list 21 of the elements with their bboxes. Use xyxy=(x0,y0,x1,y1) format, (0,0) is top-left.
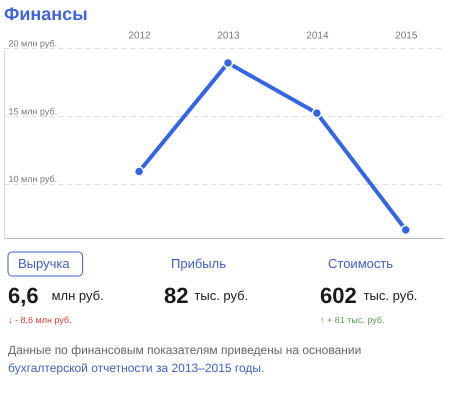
text: Стоимость xyxy=(328,256,394,271)
text: ↑ + 81 тыс. руб. xyxy=(320,315,385,325)
x-tick-label: 2012 xyxy=(128,30,152,42)
chart-title: Финансы xyxy=(4,4,88,24)
x-tick-label: 2014 xyxy=(306,30,329,42)
y-tick-label: 15 млн руб. xyxy=(8,106,58,116)
text: бухгалтерской отчетности за 2013–2015 годы. xyxy=(8,361,264,375)
x-tick-label: 2013 xyxy=(217,30,240,42)
text: млн руб. xyxy=(52,288,104,303)
text: 602 xyxy=(320,283,357,308)
text: тыс. руб. xyxy=(364,288,418,303)
x-tick-label: 2015 xyxy=(395,30,418,42)
text: 82 xyxy=(164,283,188,308)
y-tick-label: 10 млн руб. xyxy=(8,174,58,184)
y-tick-label: 20 млн руб. xyxy=(8,38,58,48)
text: ↓ - 8,6 млн руб. xyxy=(8,315,72,325)
text: Прибыль xyxy=(171,256,226,271)
text: Выручка xyxy=(18,256,70,271)
text: тыс. руб. xyxy=(194,288,248,303)
text: 6,6 xyxy=(8,283,39,308)
text: Данные по финансовым показателям приведены на основании xyxy=(8,343,362,357)
